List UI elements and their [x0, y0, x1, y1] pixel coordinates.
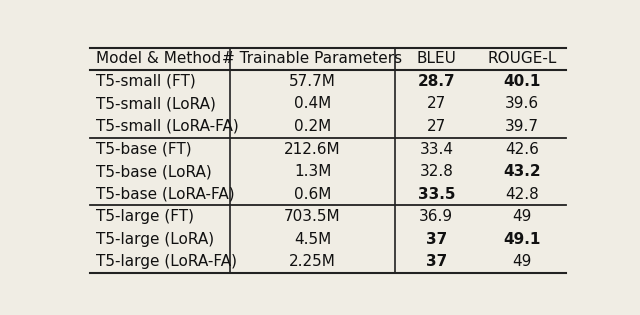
Text: 42.6: 42.6: [505, 141, 539, 157]
Text: T5-large (LoRA): T5-large (LoRA): [96, 232, 214, 247]
Text: ROUGE-L: ROUGE-L: [487, 51, 557, 66]
Text: 42.8: 42.8: [505, 186, 539, 202]
Text: 57.7M: 57.7M: [289, 74, 336, 89]
Text: 1.3M: 1.3M: [294, 164, 332, 179]
Text: 49.1: 49.1: [503, 232, 541, 247]
Text: 39.7: 39.7: [505, 119, 539, 134]
Text: 27: 27: [427, 96, 446, 112]
Text: # Trainable Parameters: # Trainable Parameters: [223, 51, 403, 66]
Text: 2.25M: 2.25M: [289, 254, 336, 269]
Text: 0.6M: 0.6M: [294, 186, 332, 202]
Text: T5-base (LoRA-FA): T5-base (LoRA-FA): [96, 186, 234, 202]
Text: 28.7: 28.7: [417, 74, 455, 89]
Text: 32.8: 32.8: [419, 164, 453, 179]
Text: 40.1: 40.1: [503, 74, 541, 89]
Text: 27: 27: [427, 119, 446, 134]
Text: 43.2: 43.2: [503, 164, 541, 179]
Text: 36.9: 36.9: [419, 209, 453, 224]
Text: T5-base (LoRA): T5-base (LoRA): [96, 164, 212, 179]
Text: T5-small (LoRA-FA): T5-small (LoRA-FA): [96, 119, 239, 134]
Text: 33.4: 33.4: [419, 141, 453, 157]
Text: 49: 49: [513, 254, 532, 269]
Text: 4.5M: 4.5M: [294, 232, 331, 247]
Text: 33.5: 33.5: [417, 186, 455, 202]
Text: 212.6M: 212.6M: [284, 141, 341, 157]
Text: 49: 49: [513, 209, 532, 224]
Text: T5-large (LoRA-FA): T5-large (LoRA-FA): [96, 254, 237, 269]
Text: 37: 37: [426, 254, 447, 269]
Text: 37: 37: [426, 232, 447, 247]
Text: T5-small (LoRA): T5-small (LoRA): [96, 96, 216, 112]
Text: BLEU: BLEU: [417, 51, 456, 66]
Text: Model & Method: Model & Method: [96, 51, 221, 66]
Text: T5-large (FT): T5-large (FT): [96, 209, 194, 224]
Text: T5-base (FT): T5-base (FT): [96, 141, 191, 157]
Text: 39.6: 39.6: [505, 96, 539, 112]
Text: 703.5M: 703.5M: [284, 209, 341, 224]
Text: 0.2M: 0.2M: [294, 119, 331, 134]
Text: 0.4M: 0.4M: [294, 96, 331, 112]
Text: T5-small (FT): T5-small (FT): [96, 74, 196, 89]
